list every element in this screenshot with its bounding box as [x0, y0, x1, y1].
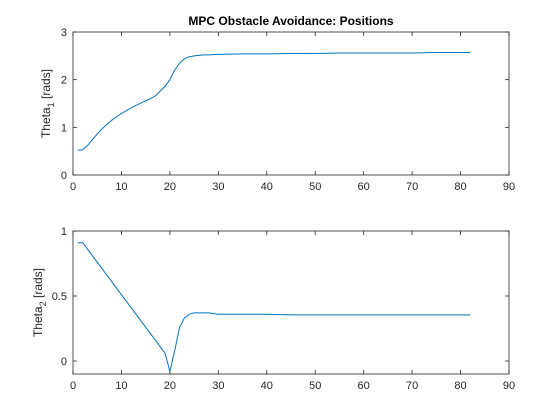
- top-series-lines: [77, 52, 471, 151]
- top-x-tick-label: 50: [309, 181, 321, 193]
- top-y-tick-label: 1: [61, 122, 67, 134]
- bottom-x-tick-label: 20: [164, 380, 176, 392]
- bottom-x-tick-label: 50: [309, 380, 321, 392]
- bottom-series-line-theta2: [77, 242, 471, 372]
- top-ticks: 0 10 20 30 40 50 60 70 80 90 0 1 2 3: [61, 27, 515, 193]
- top-x-tick-label: 10: [115, 181, 127, 193]
- top-x-tick-label: 40: [261, 181, 273, 193]
- top-y-tick-label: 2: [61, 75, 67, 87]
- bottom-y-axis-title: Theta2 [rads]: [31, 268, 48, 337]
- top-subplot: 0 10 20 30 40 50 60 70 80 90 0 1 2 3 MPC Obstacle Avo…: [39, 14, 515, 193]
- top-axes-box: [72, 31, 510, 176]
- top-y-axis-title: Theta1 [rads]: [39, 69, 56, 138]
- bottom-y-tick-label: 1: [61, 226, 67, 238]
- top-x-tick-label: 60: [358, 181, 370, 193]
- top-x-tick-label: 90: [503, 181, 515, 193]
- bottom-series-lines: [77, 242, 471, 372]
- top-y-tick-label: 0: [61, 170, 67, 182]
- top-series-line-theta1: [77, 52, 471, 151]
- top-x-tick-label: 70: [406, 181, 418, 193]
- bottom-x-tick-label: 60: [358, 380, 370, 392]
- top-x-tick-label: 30: [212, 181, 224, 193]
- bottom-x-tick-label: 90: [503, 380, 515, 392]
- top-plot-title: MPC Obstacle Avoidance: Positions: [188, 14, 393, 28]
- bottom-x-tick-label: 40: [261, 380, 273, 392]
- bottom-x-tick-label: 10: [115, 380, 127, 392]
- top-y-label-unit: [rads]: [39, 69, 53, 102]
- top-y-tick-label: 3: [61, 27, 67, 39]
- top-x-tick-label: 20: [164, 181, 176, 193]
- top-x-tick-label: 80: [454, 181, 466, 193]
- top-y-label-base: Theta: [39, 107, 53, 138]
- top-plot-area: [73, 32, 509, 175]
- bottom-x-tick-label: 80: [454, 380, 466, 392]
- bottom-y-label-base: Theta: [31, 306, 45, 337]
- bottom-subplot: 0 10 20 30 40 50 60 70 80 90 0 0.5 1 Theta2 [rads]: [31, 226, 515, 392]
- top-y-label-subscript: 1: [46, 102, 56, 107]
- bottom-x-tick-label: 0: [70, 380, 76, 392]
- bottom-y-label-subscript: 2: [38, 301, 48, 306]
- bottom-x-tick-label: 30: [212, 380, 224, 392]
- bottom-plot-area: [73, 231, 509, 374]
- bottom-ticks: 0 10 20 30 40 50 60 70 80 90 0 0.5 1: [52, 226, 515, 392]
- bottom-y-tick-label: 0: [61, 356, 67, 368]
- bottom-axes-box: [72, 230, 510, 375]
- bottom-x-tick-label: 70: [406, 380, 418, 392]
- top-x-tick-label: 0: [70, 181, 76, 193]
- bottom-y-label-unit: [rads]: [31, 268, 45, 301]
- bottom-y-tick-label: 0.5: [52, 291, 67, 303]
